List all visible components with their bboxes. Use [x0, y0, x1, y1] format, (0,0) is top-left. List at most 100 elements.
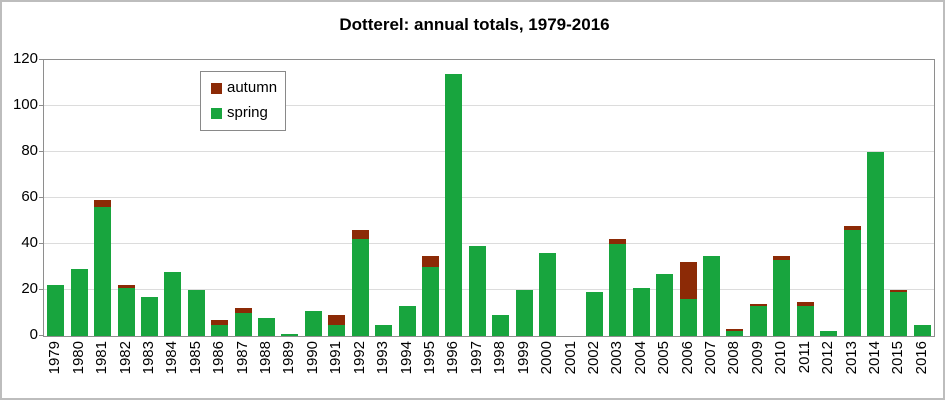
x-tick-label-1982: 1982 — [116, 341, 134, 375]
bar-segment-spring-2003 — [609, 244, 627, 336]
bar-segment-autumn-1986 — [211, 319, 229, 325]
bar-segment-spring-2010 — [773, 260, 791, 336]
bar-segment-autumn-2010 — [773, 255, 791, 261]
legend: autumn spring — [200, 71, 286, 131]
bar-segment-spring-2000 — [539, 253, 557, 336]
gridline-20 — [44, 289, 934, 290]
x-tick-label-1993: 1993 — [374, 341, 392, 375]
bar-segment-spring-2014 — [866, 152, 884, 336]
x-tick-label-2016: 2016 — [912, 341, 930, 375]
bar-segment-spring-1999 — [515, 290, 533, 336]
legend-label-spring: spring — [227, 104, 268, 121]
bar-segment-spring-1992 — [351, 239, 369, 336]
x-tick-label-2000: 2000 — [538, 341, 556, 375]
bar-segment-spring-1981 — [94, 207, 112, 336]
bar-segment-spring-2013 — [843, 230, 861, 336]
bar-segment-autumn-1992 — [351, 230, 369, 240]
y-tick-mark — [39, 59, 43, 60]
x-tick-label-2002: 2002 — [584, 341, 602, 375]
x-tick-label-1985: 1985 — [186, 341, 204, 375]
bar-segment-autumn-2008 — [726, 329, 744, 332]
x-tick-label-2010: 2010 — [772, 341, 790, 375]
legend-item-spring: spring — [211, 105, 277, 121]
bar-segment-spring-1996 — [445, 73, 463, 336]
legend-label-autumn: autumn — [227, 79, 278, 96]
x-tick-label-2006: 2006 — [678, 341, 696, 375]
x-tick-label-2013: 2013 — [842, 341, 860, 375]
bar-segment-autumn-2003 — [609, 239, 627, 244]
y-tick-mark — [39, 105, 43, 106]
bar-segment-autumn-1991 — [328, 315, 346, 325]
bar-segment-spring-2005 — [656, 273, 674, 336]
bar-segment-autumn-1995 — [421, 255, 439, 267]
y-tick-mark — [39, 243, 43, 244]
x-tick-label-1994: 1994 — [397, 341, 415, 375]
y-tick-label-80: 80 — [21, 142, 38, 159]
x-tick-label-1987: 1987 — [233, 341, 251, 375]
x-tick-label-2014: 2014 — [865, 341, 883, 375]
x-tick-label-2011: 2011 — [795, 341, 813, 374]
bar-segment-autumn-1981 — [94, 200, 112, 208]
x-tick-label-2008: 2008 — [725, 341, 743, 375]
chart-title: Dotterel: annual totals, 1979-2016 — [339, 15, 610, 34]
bar-segment-spring-2008 — [726, 331, 744, 336]
y-tick-label-120: 120 — [12, 50, 38, 67]
legend-item-autumn: autumn — [211, 80, 277, 96]
gridline-40 — [44, 243, 934, 244]
bar-segment-spring-2006 — [679, 299, 697, 336]
x-tick-label-2001: 2001 — [561, 341, 579, 375]
x-tick-label-1997: 1997 — [467, 341, 485, 375]
x-tick-label-1996: 1996 — [444, 341, 462, 375]
x-tick-label-1986: 1986 — [210, 341, 228, 375]
y-tick-label-40: 40 — [21, 234, 38, 251]
bar-segment-autumn-2009 — [749, 303, 767, 307]
bar-segment-spring-1991 — [328, 324, 346, 336]
gridline-60 — [44, 197, 934, 198]
autumn-swatch-icon — [211, 82, 222, 94]
bar-segment-autumn-1982 — [117, 285, 135, 288]
bar-segment-autumn-2011 — [796, 301, 814, 307]
bar-segment-spring-1980 — [70, 269, 88, 336]
spring-swatch-icon — [211, 107, 222, 119]
y-tick-mark — [39, 335, 43, 336]
x-tick-label-1990: 1990 — [303, 341, 321, 375]
x-tick-label-1992: 1992 — [350, 341, 368, 375]
bar-segment-spring-1993 — [375, 324, 393, 336]
bar-segment-spring-1984 — [164, 271, 182, 336]
bar-segment-spring-1986 — [211, 324, 229, 336]
x-tick-label-2015: 2015 — [889, 341, 907, 375]
y-tick-mark — [39, 151, 43, 152]
bar-segment-spring-1990 — [304, 310, 322, 336]
y-tick-mark — [39, 197, 43, 198]
bar-segment-spring-2004 — [632, 287, 650, 336]
x-tick-label-2005: 2005 — [655, 341, 673, 375]
x-tick-label-2009: 2009 — [748, 341, 766, 375]
bar-segment-spring-2009 — [749, 306, 767, 336]
gridline-80 — [44, 151, 934, 152]
x-tick-label-1979: 1979 — [46, 341, 64, 375]
x-tick-label-1980: 1980 — [69, 341, 87, 375]
y-tick-mark — [39, 289, 43, 290]
x-tick-label-1995: 1995 — [420, 341, 438, 375]
x-tick-label-2012: 2012 — [819, 341, 837, 375]
bar-segment-autumn-2015 — [890, 290, 908, 293]
bar-segment-spring-1983 — [140, 296, 158, 336]
bar-segment-autumn-2006 — [679, 262, 697, 300]
x-tick-label-2004: 2004 — [631, 341, 649, 375]
x-tick-label-1983: 1983 — [139, 341, 157, 375]
x-tick-label-1984: 1984 — [163, 341, 181, 375]
bar-segment-spring-2015 — [890, 292, 908, 336]
bar-segment-spring-2011 — [796, 306, 814, 336]
bar-segment-spring-1982 — [117, 287, 135, 336]
y-tick-label-60: 60 — [21, 188, 38, 205]
bar-segment-autumn-2013 — [843, 225, 861, 231]
y-tick-label-0: 0 — [29, 326, 38, 343]
y-tick-label-20: 20 — [21, 280, 38, 297]
bar-segment-spring-2012 — [820, 331, 838, 336]
bar-segment-spring-1995 — [421, 267, 439, 336]
x-tick-label-1989: 1989 — [280, 341, 298, 375]
bar-segment-spring-1998 — [492, 315, 510, 336]
y-tick-label-100: 100 — [12, 96, 38, 113]
bar-segment-spring-1989 — [281, 333, 299, 336]
